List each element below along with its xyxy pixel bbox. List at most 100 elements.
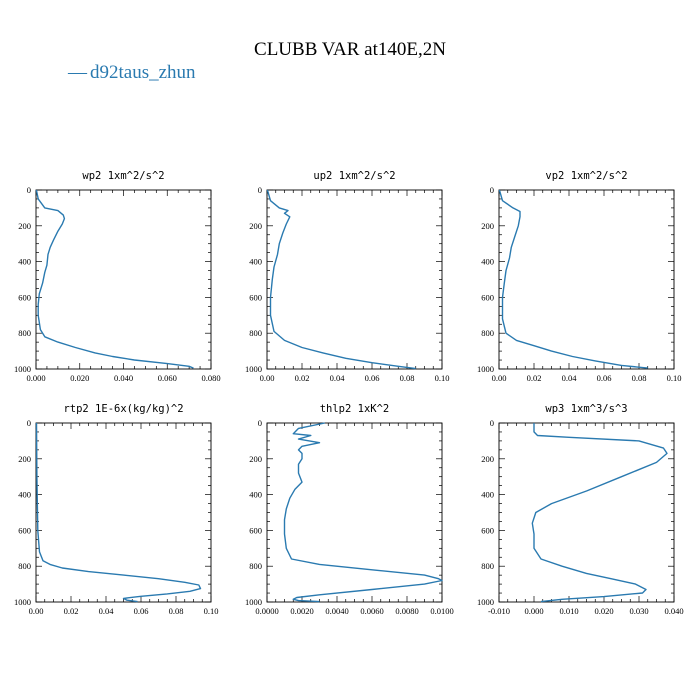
y-tick-label: 0 xyxy=(27,185,31,195)
y-tick-label: 200 xyxy=(249,221,262,231)
series-line xyxy=(531,423,668,603)
y-tick-label: 600 xyxy=(249,292,262,302)
x-tick-label: 0.04 xyxy=(562,373,578,383)
x-tick-label: 0.0020 xyxy=(290,606,313,616)
series-line xyxy=(283,422,443,603)
x-tick-label: 0.08 xyxy=(169,606,184,616)
y-tick-label: 800 xyxy=(249,561,262,571)
x-tick-label: 0.06 xyxy=(134,606,149,616)
y-tick-label: 400 xyxy=(249,257,262,267)
x-tick-label: 0.10 xyxy=(435,373,450,383)
x-tick-label: 0.040 xyxy=(664,606,683,616)
y-tick-label: 1000 xyxy=(14,597,31,607)
x-tick-label: 0.060 xyxy=(158,373,177,383)
y-tick-label: 800 xyxy=(481,561,494,571)
x-tick-label: 0.020 xyxy=(594,606,613,616)
figure-title: CLUBB VAR at140E,2N xyxy=(254,39,446,60)
y-tick-label: 600 xyxy=(18,292,31,302)
y-tick-label: 400 xyxy=(249,490,262,500)
x-tick-label: -0.010 xyxy=(488,606,510,616)
legend: — d92taus_zhun xyxy=(67,62,196,83)
x-tick-label: 0.010 xyxy=(559,606,578,616)
y-tick-label: 0 xyxy=(258,185,262,195)
y-tick-label: 400 xyxy=(481,490,494,500)
plot-frame xyxy=(266,189,443,370)
y-tick-label: 200 xyxy=(481,221,494,231)
legend-symbol: — xyxy=(67,62,88,83)
y-tick-label: 200 xyxy=(249,454,262,464)
x-tick-label: 0.030 xyxy=(629,606,648,616)
x-tick-label: 0.0060 xyxy=(360,606,383,616)
x-tick-label: 0.00 xyxy=(260,373,275,383)
x-tick-label: 0.00 xyxy=(29,606,44,616)
x-tick-label: 0.0000 xyxy=(255,606,278,616)
x-tick-label: 0.08 xyxy=(632,373,647,383)
x-tick-label: 0.04 xyxy=(330,373,346,383)
plot-frame xyxy=(35,189,212,370)
x-tick-label: 0.08 xyxy=(400,373,415,383)
y-tick-label: 800 xyxy=(18,561,31,571)
panel-title: up2 1xm^2/s^2 xyxy=(313,170,395,182)
y-tick-label: 400 xyxy=(18,490,31,500)
x-tick-label: 0.00 xyxy=(492,373,507,383)
y-tick-label: 600 xyxy=(249,525,262,535)
x-tick-label: 0.06 xyxy=(597,373,612,383)
panel-title: vp2 1xm^2/s^2 xyxy=(545,170,627,182)
x-tick-label: 0.000 xyxy=(26,373,45,383)
y-tick-label: 800 xyxy=(481,328,494,338)
y-tick-label: 400 xyxy=(481,257,494,267)
plot-frame xyxy=(498,189,675,370)
x-tick-label: 0.080 xyxy=(201,373,220,383)
x-tick-label: 0.040 xyxy=(114,373,133,383)
y-tick-label: 1000 xyxy=(477,364,494,374)
y-tick-label: 800 xyxy=(249,328,262,338)
panel-title: thlp2 1xK^2 xyxy=(320,403,390,415)
panel-title: wp2 1xm^2/s^2 xyxy=(82,170,164,182)
y-tick-label: 0 xyxy=(258,418,262,428)
series-line xyxy=(498,189,648,369)
x-tick-label: 0.0100 xyxy=(430,606,453,616)
y-tick-label: 600 xyxy=(481,292,494,302)
plot-frame xyxy=(498,422,675,603)
x-tick-label: 0.02 xyxy=(64,606,79,616)
y-tick-label: 800 xyxy=(18,328,31,338)
x-tick-label: 0.04 xyxy=(99,606,115,616)
y-tick-label: 200 xyxy=(18,454,31,464)
x-tick-label: 0.10 xyxy=(667,373,682,383)
series-line xyxy=(35,189,194,369)
y-tick-label: 1000 xyxy=(477,597,494,607)
y-tick-label: 600 xyxy=(18,525,31,535)
series-line xyxy=(35,422,202,603)
y-tick-label: 1000 xyxy=(14,364,31,374)
y-tick-label: 400 xyxy=(18,257,31,267)
x-tick-label: 0.020 xyxy=(70,373,89,383)
x-tick-label: 0.06 xyxy=(365,373,380,383)
y-tick-label: 200 xyxy=(18,221,31,231)
x-tick-label: 0.10 xyxy=(204,606,219,616)
series-line xyxy=(266,189,416,370)
y-tick-label: 0 xyxy=(27,418,31,428)
x-tick-label: 0.0040 xyxy=(325,606,348,616)
y-tick-label: 0 xyxy=(490,185,494,195)
y-tick-label: 1000 xyxy=(245,597,262,607)
plot-frame xyxy=(266,422,443,603)
panel-6: wp3 1xm^3/s^3 0 200 400 600 800 1000-0.010 0.00… xyxy=(477,403,684,616)
y-tick-label: 600 xyxy=(481,525,494,535)
x-tick-label: 0.02 xyxy=(295,373,310,383)
x-tick-label: 0.000 xyxy=(524,606,543,616)
y-tick-label: 0 xyxy=(490,418,494,428)
legend-label: d92taus_zhun xyxy=(90,62,196,83)
panel-title: wp3 1xm^3/s^3 xyxy=(545,403,627,415)
x-tick-label: 0.0080 xyxy=(395,606,418,616)
y-tick-label: 1000 xyxy=(245,364,262,374)
panel-title: rtp2 1E-6x(kg/kg)^2 xyxy=(63,403,183,415)
x-tick-label: 0.02 xyxy=(527,373,542,383)
panel-4: rtp2 1E-6x(kg/kg)^2 0 200 400 600 800 10000.00… xyxy=(14,403,218,616)
y-tick-label: 200 xyxy=(481,454,494,464)
